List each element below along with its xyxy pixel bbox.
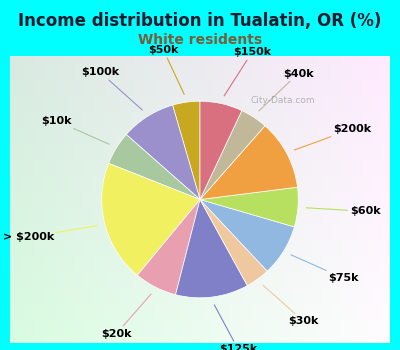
Wedge shape xyxy=(200,199,294,271)
Wedge shape xyxy=(200,126,298,200)
Wedge shape xyxy=(176,199,247,298)
Wedge shape xyxy=(102,163,200,275)
Wedge shape xyxy=(172,101,200,200)
Wedge shape xyxy=(200,187,298,227)
Text: > $200k: > $200k xyxy=(3,226,97,242)
Wedge shape xyxy=(137,199,200,295)
Wedge shape xyxy=(200,111,265,199)
Text: $150k: $150k xyxy=(224,48,271,96)
Text: $60k: $60k xyxy=(306,206,381,216)
Text: $10k: $10k xyxy=(41,116,109,144)
Text: $40k: $40k xyxy=(259,69,313,111)
Wedge shape xyxy=(200,101,242,200)
Text: Income distribution in Tualatin, OR (%): Income distribution in Tualatin, OR (%) xyxy=(18,12,382,30)
Wedge shape xyxy=(109,134,200,200)
Text: $20k: $20k xyxy=(101,294,151,339)
Text: White residents: White residents xyxy=(138,33,262,47)
Text: $200k: $200k xyxy=(294,124,371,150)
Text: $125k: $125k xyxy=(214,305,257,350)
Text: City-Data.com: City-Data.com xyxy=(250,96,315,105)
Text: $75k: $75k xyxy=(291,255,359,283)
Text: $50k: $50k xyxy=(148,45,184,94)
Wedge shape xyxy=(126,105,200,200)
Wedge shape xyxy=(200,199,267,286)
Text: $100k: $100k xyxy=(81,67,142,110)
Text: $30k: $30k xyxy=(263,285,319,327)
